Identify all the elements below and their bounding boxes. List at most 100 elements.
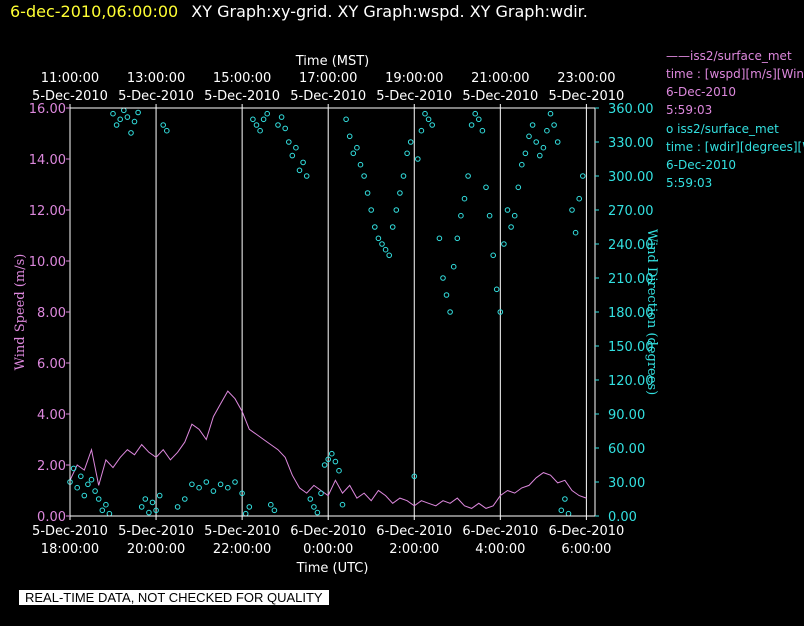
wind-direction-point (121, 107, 127, 114)
wind-direction-point (253, 122, 260, 128)
wind-direction-point (81, 492, 88, 499)
wind-direction-point (529, 122, 536, 128)
wind-direction-point (522, 150, 529, 157)
wind-direction-point (92, 488, 98, 494)
left-tick-label: 12.00 (29, 204, 66, 219)
wind-direction-point (189, 481, 195, 488)
wind-direction-point (490, 252, 497, 259)
wind-direction-point (461, 195, 468, 202)
right-tick-label: 270.00 (608, 204, 654, 219)
wind-direction-point (336, 467, 342, 474)
right-tick-label: 180.00 (608, 306, 654, 321)
wind-direction-point (533, 139, 540, 145)
bottom-tick-time: 6:00:00 (561, 542, 611, 557)
wind-direction-point (386, 252, 393, 259)
legend-speed-time: 5:59:03 (666, 103, 713, 117)
wind-direction-point (397, 190, 403, 196)
wind-direction-point (131, 118, 138, 125)
wind-direction-point (547, 110, 554, 117)
wind-direction-point (364, 190, 371, 196)
left-tick-label: 16.00 (29, 102, 66, 117)
header-datetime: 6-dec-2010,06:00:00 (10, 2, 179, 21)
wind-direction-point (458, 212, 464, 219)
wind-direction-point (415, 156, 421, 162)
wind-direction-point (504, 207, 511, 213)
wind-direction-point (142, 496, 149, 502)
wind-direction-point (450, 263, 457, 270)
bottom-tick-date: 6-Dec-2010 (462, 524, 538, 539)
wind-direction-point (307, 496, 314, 502)
right-tick-label: 150.00 (608, 340, 654, 355)
bottom-tick-time: 4:00:00 (475, 542, 525, 557)
wind-direction-point (149, 499, 156, 506)
wind-direction-point (440, 275, 446, 281)
top-tick-time: 23:00:00 (557, 71, 615, 86)
wind-direction-point (156, 492, 163, 499)
wind-direction-point (339, 501, 346, 508)
bottom-tick-date: 5-Dec-2010 (118, 524, 194, 539)
wind-direction-point (239, 490, 245, 497)
legend-direction-date: 6-Dec-2010 (666, 158, 737, 172)
bottom-tick-time: 22:00:00 (213, 542, 271, 557)
wind-direction-point (70, 465, 77, 472)
wind-direction-point (318, 490, 324, 497)
wind-direction-point (343, 116, 349, 123)
top-axis-title: Time (MST) (295, 54, 370, 69)
wind-direction-point (346, 133, 353, 140)
wind-direction-point (493, 286, 500, 293)
right-tick-label: 120.00 (608, 374, 654, 389)
left-tick-label: 8.00 (37, 306, 66, 321)
top-tick-time: 21:00:00 (471, 71, 529, 86)
wind-direction-point (537, 152, 543, 159)
wind-direction-point (379, 241, 385, 247)
wind-direction-point (260, 116, 267, 123)
wind-direction-point (264, 110, 271, 117)
left-tick-label: 4.00 (37, 408, 66, 423)
plot-frame (69, 107, 596, 517)
wind-direction-point (271, 507, 278, 514)
right-tick-label: 330.00 (608, 136, 654, 151)
wind-direction-point (544, 127, 550, 134)
wind-direction-point (468, 122, 475, 128)
wind-direction-point (483, 184, 489, 191)
wind-direction-point (332, 458, 339, 465)
wind-direction-point (296, 167, 303, 174)
wind-direction-point (393, 207, 400, 213)
top-tick-date: 5-Dec-2010 (290, 89, 366, 104)
wind-speed-line (69, 390, 587, 509)
wind-direction-point (465, 173, 471, 179)
wind-direction-point (160, 122, 166, 128)
bottom-tick-time: 20:00:00 (127, 542, 185, 557)
wind-direction-point (321, 462, 328, 468)
right-tick-label: 0.00 (608, 510, 637, 525)
wind-direction-point (357, 161, 364, 168)
wind-direction-point (515, 184, 522, 191)
wind-direction-point (407, 139, 414, 145)
top-tick-date: 5-Dec-2010 (118, 89, 194, 104)
wind-direction-point (300, 159, 306, 166)
wind-direction-point (257, 127, 263, 134)
legend-direction-name: iss2/surface_met (677, 122, 779, 136)
legend-speed-field: time : [wspd][m/s][Wind (666, 67, 804, 81)
wind-direction-point (138, 504, 145, 510)
wind-direction-point (486, 212, 493, 219)
legend-wind-direction: o iss2/surface_met time : [wdir][degrees… (666, 120, 804, 192)
right-tick-label: 30.00 (608, 476, 645, 491)
window-header: 6-dec-2010,06:00:00 XY Graph:xy-grid. XY… (10, 2, 588, 21)
wind-direction-point (128, 130, 134, 136)
wind-direction-point (106, 510, 113, 517)
wind-direction-point (425, 116, 432, 123)
wind-direction-point (551, 122, 557, 128)
legend-speed-name: iss2/surface_met (690, 49, 792, 63)
wind-direction-point (404, 150, 410, 157)
wind-direction-point (540, 144, 547, 151)
wind-direction-point (182, 496, 188, 502)
wind-direction-point (526, 133, 532, 140)
wind-direction-point (203, 479, 210, 485)
wind-direction-point (429, 122, 436, 128)
wind-direction-point (569, 207, 575, 213)
wind-direction-point (217, 481, 224, 488)
wind-direction-point (325, 456, 332, 463)
wind-direction-point (74, 484, 80, 491)
